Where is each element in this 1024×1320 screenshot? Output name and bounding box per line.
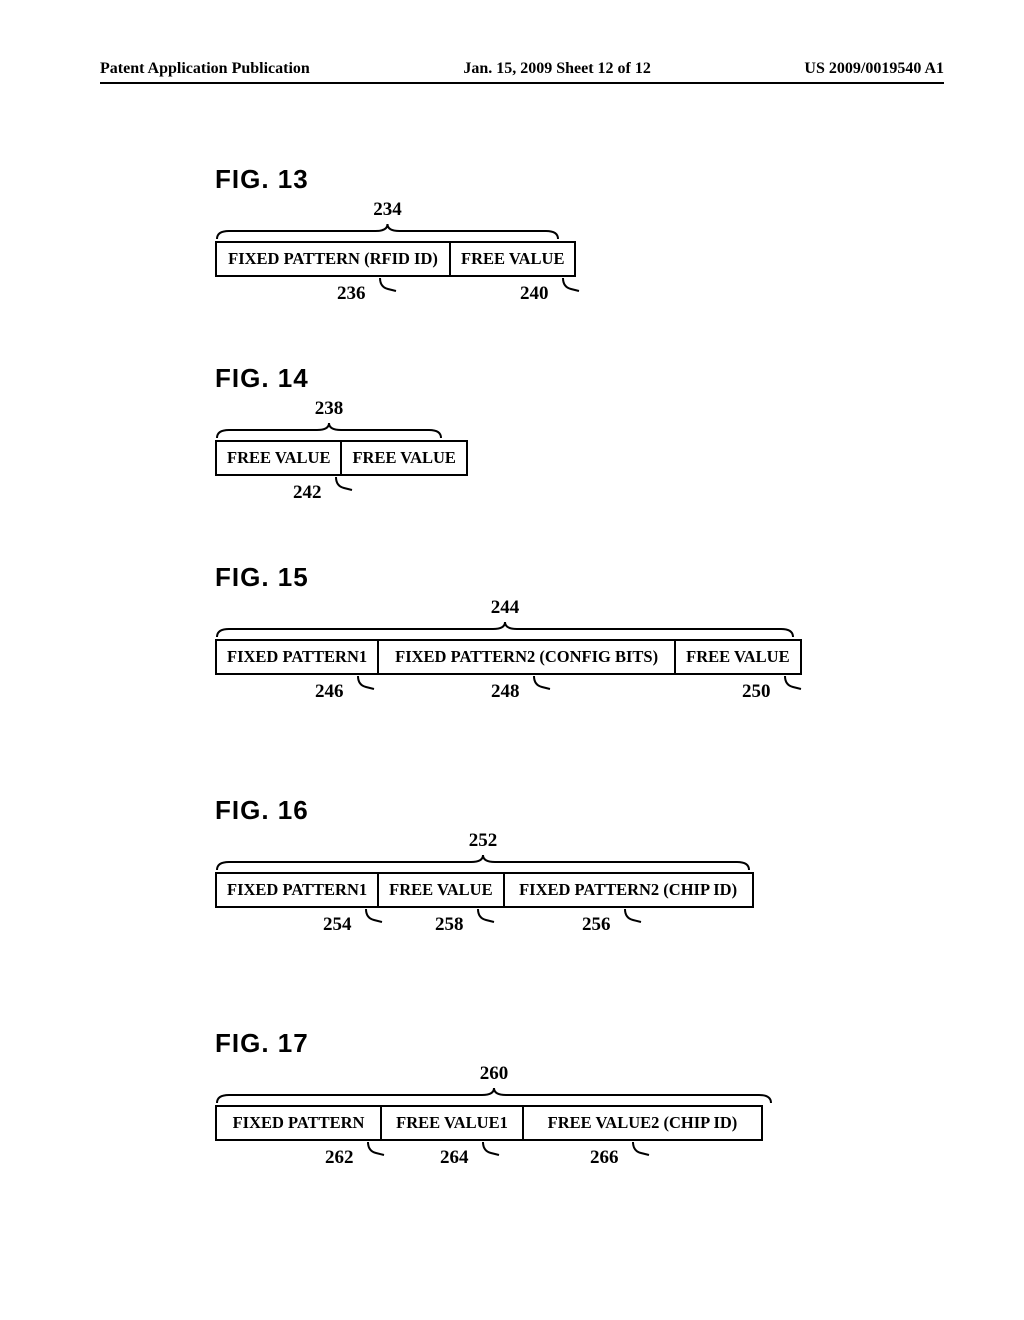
top-reference-number: 238 bbox=[215, 398, 443, 420]
reference-hook-icon bbox=[631, 1141, 651, 1162]
reference-number: 240 bbox=[520, 283, 549, 305]
structure-cell: FREE VALUE1 bbox=[381, 1106, 523, 1140]
structure-cell: FREE VALUE2 (CHIP ID) bbox=[523, 1106, 762, 1140]
top-reference-number: 260 bbox=[215, 1063, 773, 1085]
reference-number: 258 bbox=[435, 914, 464, 936]
reference-number: 256 bbox=[582, 914, 611, 936]
reference-number: 264 bbox=[440, 1147, 469, 1169]
figure-block: FIG. 15 244 FIXED PATTERN1FIXED PATTERN2 … bbox=[215, 562, 944, 705]
reference-number: 248 bbox=[491, 681, 520, 703]
reference-row: 242 bbox=[215, 476, 443, 506]
reference-number: 262 bbox=[325, 1147, 354, 1169]
reference-number: 266 bbox=[590, 1147, 619, 1169]
structure-cell: FIXED PATTERN1 bbox=[216, 873, 378, 907]
structure-table: FIXED PATTERN1FIXED PATTERN2 (CONFIG BIT… bbox=[215, 639, 802, 675]
structure-cell: FIXED PATTERN2 (CONFIG BITS) bbox=[378, 640, 675, 674]
reference-hook-icon bbox=[356, 675, 376, 696]
structure-table: FIXED PATTERNFREE VALUE1FREE VALUE2 (CHI… bbox=[215, 1105, 763, 1141]
structure-cell: FIXED PATTERN (RFID ID) bbox=[216, 242, 450, 276]
reference-row: 246 248 250 bbox=[215, 675, 795, 705]
figure-label: FIG. 17 bbox=[215, 1028, 944, 1059]
reference-hook-icon bbox=[378, 277, 398, 298]
reference-hook-icon bbox=[364, 908, 384, 929]
figure-block: FIG. 13 234 FIXED PATTERN (RFID ID)FREE V… bbox=[215, 164, 944, 307]
reference-number: 250 bbox=[742, 681, 771, 703]
reference-number: 246 bbox=[315, 681, 344, 703]
brace bbox=[215, 621, 944, 639]
reference-hook-icon bbox=[532, 675, 552, 696]
structure-cell: FREE VALUE bbox=[378, 873, 503, 907]
figure-label: FIG. 16 bbox=[215, 795, 944, 826]
reference-hook-icon bbox=[366, 1141, 386, 1162]
figure-block: FIG. 17 260 FIXED PATTERNFREE VALUE1FREE … bbox=[215, 1028, 944, 1171]
reference-hook-icon bbox=[623, 908, 643, 929]
reference-row: 254 258 256 bbox=[215, 908, 751, 938]
reference-hook-icon bbox=[561, 277, 581, 298]
structure-cell: FIXED PATTERN bbox=[216, 1106, 381, 1140]
top-reference-number: 252 bbox=[215, 830, 751, 852]
header-center: Jan. 15, 2009 Sheet 12 of 12 bbox=[463, 60, 651, 78]
top-reference-number: 234 bbox=[215, 199, 560, 221]
structure-table: FIXED PATTERN (RFID ID)FREE VALUE bbox=[215, 241, 576, 277]
header-left: Patent Application Publication bbox=[100, 60, 310, 78]
figures-container: FIG. 13234 FIXED PATTERN (RFID ID)FREE V… bbox=[100, 164, 944, 1171]
reference-number: 236 bbox=[337, 283, 366, 305]
figure-label: FIG. 14 bbox=[215, 363, 944, 394]
structure-cell: FREE VALUE bbox=[450, 242, 575, 276]
reference-hook-icon bbox=[334, 476, 354, 497]
reference-hook-icon bbox=[476, 908, 496, 929]
structure-cell: FIXED PATTERN2 (CHIP ID) bbox=[504, 873, 753, 907]
brace bbox=[215, 422, 944, 440]
figure-block: FIG. 16 252 FIXED PATTERN1FREE VALUEFIXED… bbox=[215, 795, 944, 938]
structure-cell: FREE VALUE bbox=[216, 441, 341, 475]
figure-block: FIG. 14 238 FREE VALUEFREE VALUE 242 bbox=[215, 363, 944, 506]
reference-hook-icon bbox=[783, 675, 803, 696]
reference-number: 254 bbox=[323, 914, 352, 936]
figure-label: FIG. 15 bbox=[215, 562, 944, 593]
reference-row: 262 264 266 bbox=[215, 1141, 773, 1171]
reference-row: 236 240 bbox=[215, 277, 560, 307]
top-reference-number: 244 bbox=[215, 597, 795, 619]
header-right: US 2009/0019540 A1 bbox=[804, 60, 944, 78]
brace bbox=[215, 223, 944, 241]
page-header: Patent Application Publication Jan. 15, … bbox=[100, 60, 944, 84]
structure-cell: FIXED PATTERN1 bbox=[216, 640, 378, 674]
structure-cell: FREE VALUE bbox=[675, 640, 800, 674]
brace bbox=[215, 1087, 944, 1105]
structure-table: FREE VALUEFREE VALUE bbox=[215, 440, 468, 476]
figure-label: FIG. 13 bbox=[215, 164, 944, 195]
brace bbox=[215, 854, 944, 872]
reference-hook-icon bbox=[481, 1141, 501, 1162]
reference-number: 242 bbox=[293, 482, 322, 504]
structure-table: FIXED PATTERN1FREE VALUEFIXED PATTERN2 (… bbox=[215, 872, 754, 908]
structure-cell: FREE VALUE bbox=[341, 441, 466, 475]
